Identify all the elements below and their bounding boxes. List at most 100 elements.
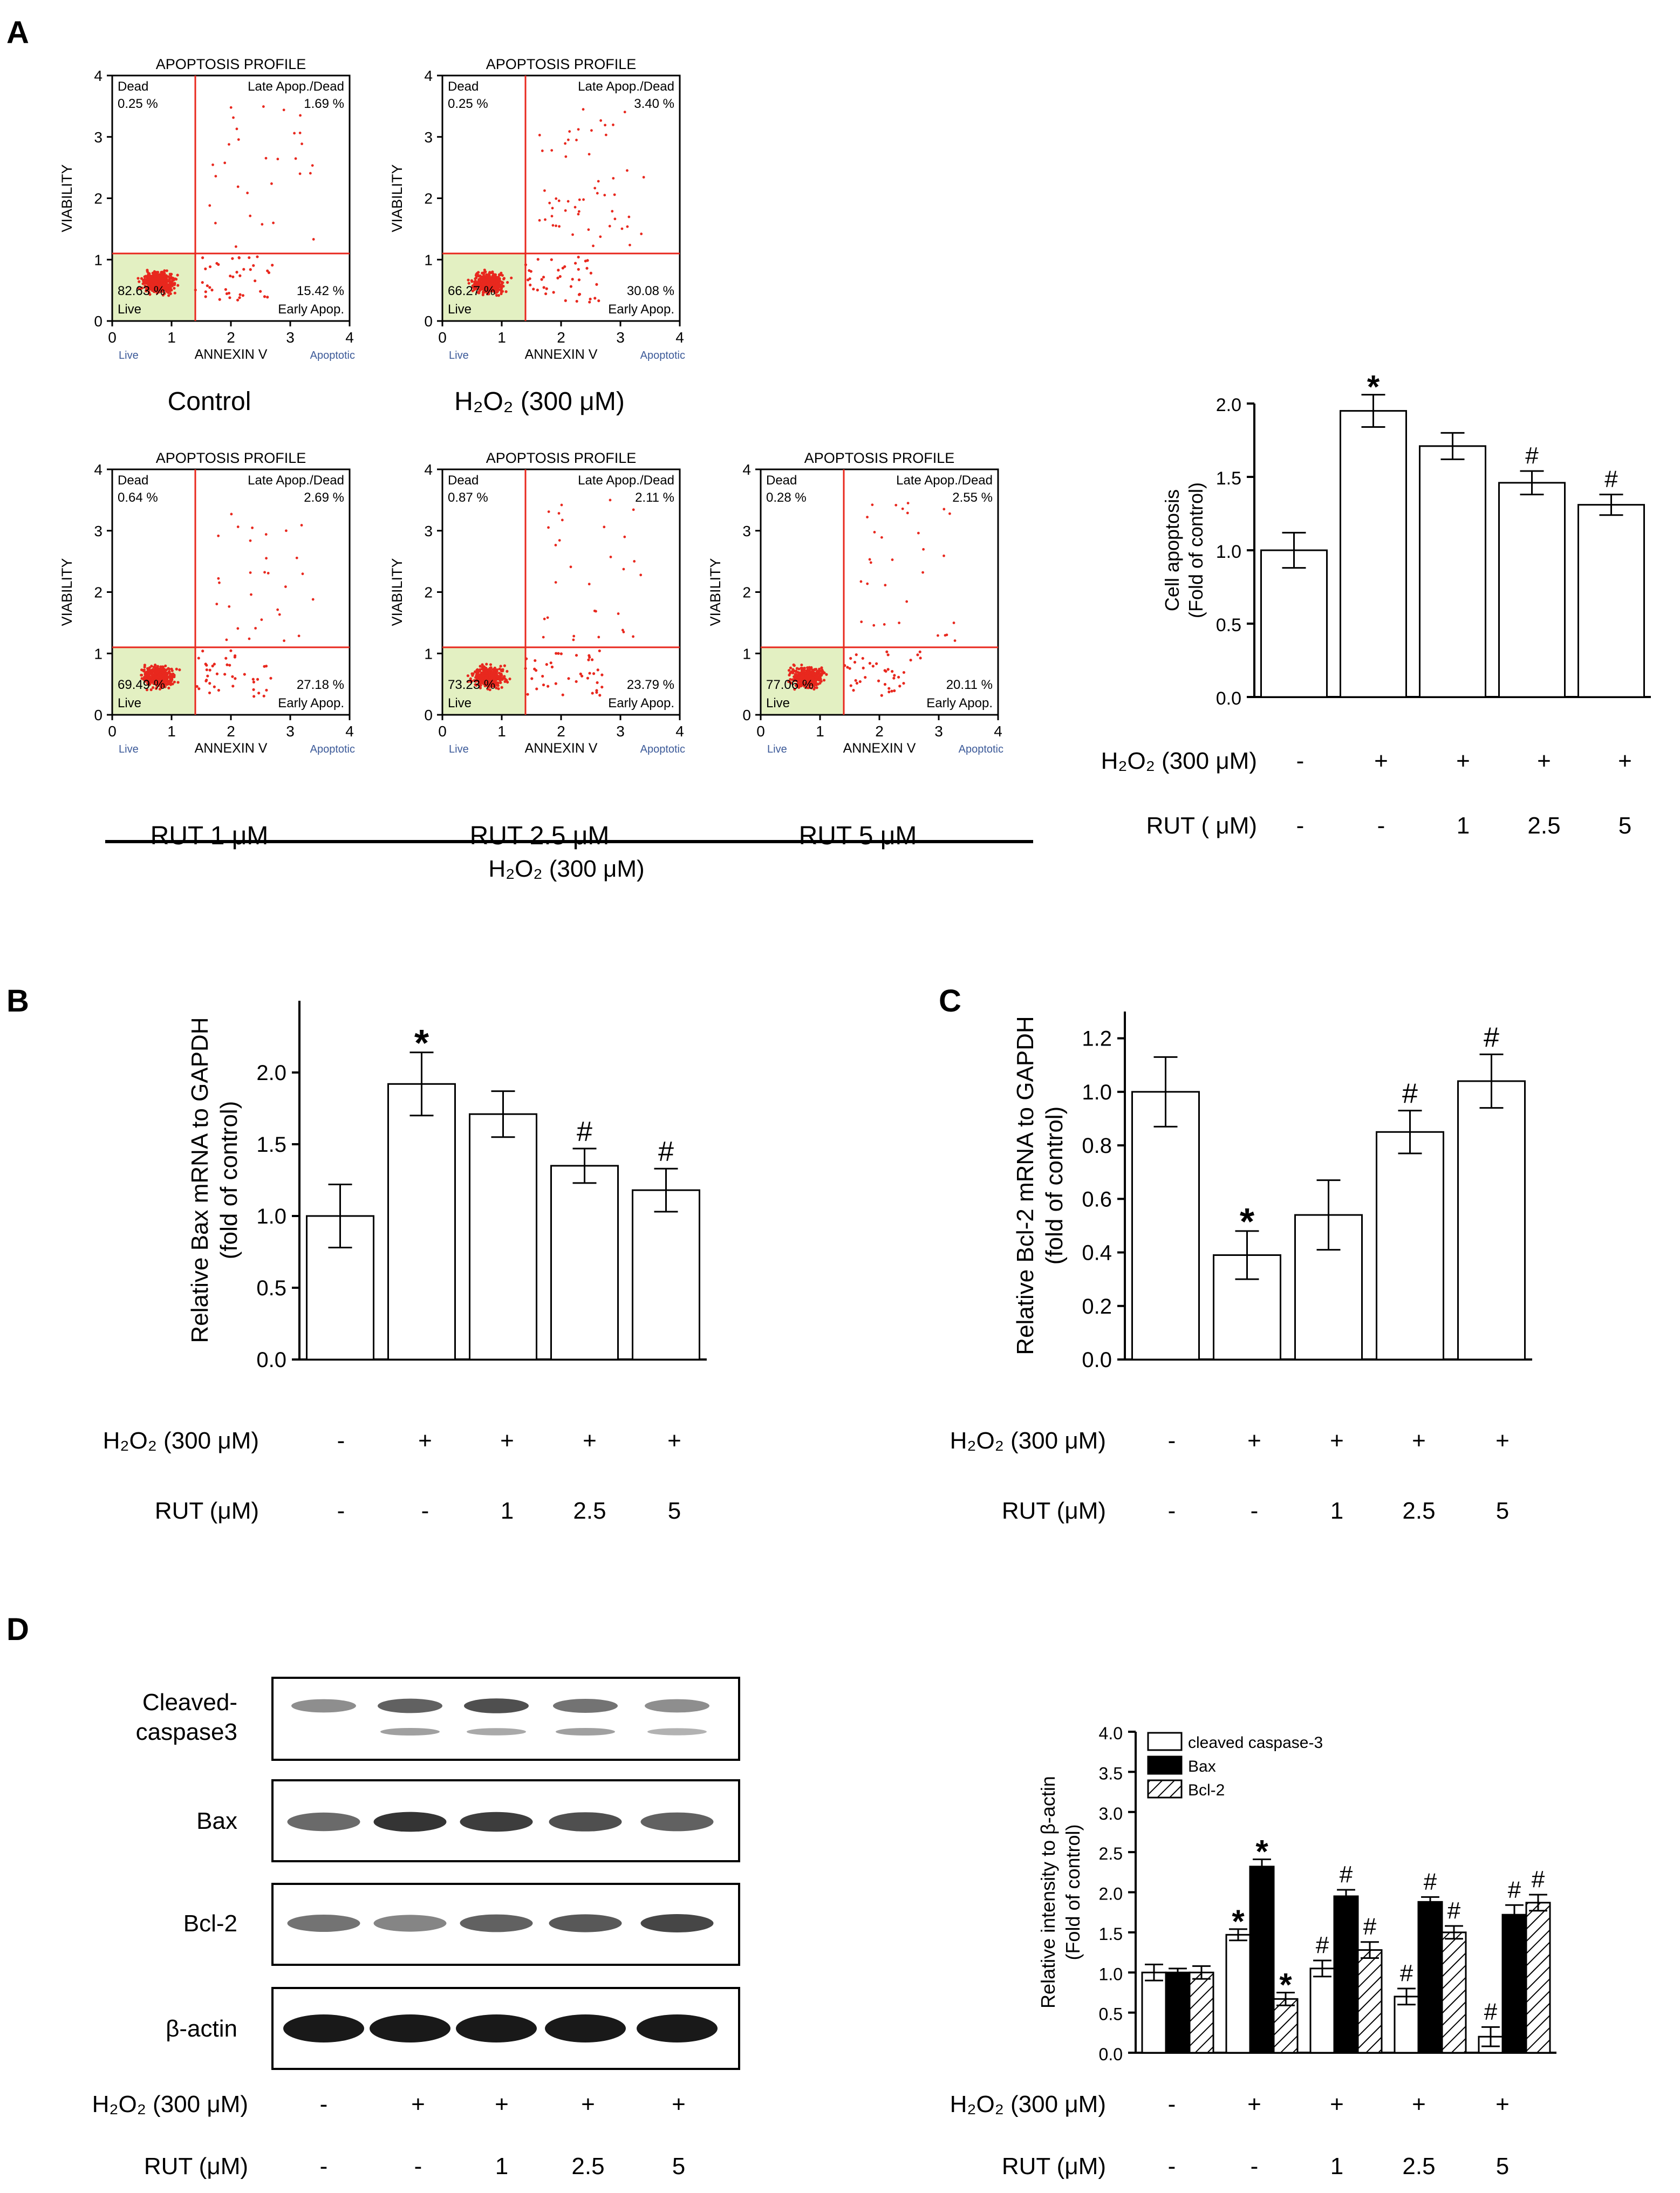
significance-star: *	[414, 1022, 429, 1064]
event-dot	[208, 204, 211, 207]
event-dot	[797, 685, 800, 688]
panel-d-blot-h2o2-value: +	[581, 2091, 595, 2117]
event-dot	[541, 674, 544, 678]
panel-a-h2o2-value: +	[1537, 748, 1551, 774]
event-dot	[226, 663, 229, 666]
y-axis-label: VIABILITY	[59, 164, 75, 232]
event-dot	[502, 277, 506, 280]
event-dot	[148, 278, 152, 281]
significance-hash: #	[1532, 1866, 1545, 1893]
y-tick-label: 1	[94, 251, 103, 268]
significance-hash: #	[1363, 1914, 1377, 1940]
event-dot	[481, 293, 484, 297]
event-dot	[167, 686, 170, 689]
panel-d-chart-h2o2-value: +	[1412, 2091, 1426, 2117]
panel-d-chart-rut-label: RUT (μM)	[1002, 2153, 1106, 2180]
event-dot	[795, 669, 798, 673]
quadrant-value-late: 2.69 %	[304, 490, 344, 505]
event-dot	[542, 286, 545, 289]
event-dot	[228, 605, 231, 608]
event-dot	[613, 217, 617, 221]
event-dot	[793, 677, 796, 680]
event-dot	[161, 293, 165, 297]
event-dot	[206, 674, 209, 678]
event-dot	[801, 680, 804, 683]
event-dot	[883, 623, 886, 626]
blot-band	[549, 1914, 622, 1932]
x-tick-label: 0	[756, 723, 765, 740]
x-axis-apoptotic-tag: Apoptotic	[310, 743, 355, 755]
event-dot	[597, 636, 600, 639]
event-dot	[573, 262, 577, 265]
event-dot	[597, 180, 600, 183]
event-dot	[480, 674, 483, 678]
event-dot	[582, 108, 585, 111]
event-dot	[547, 526, 550, 529]
event-dot	[252, 680, 255, 684]
panel-c-rut-value: -	[1168, 1498, 1176, 1524]
event-dot	[587, 228, 590, 231]
y-tick-label: 2	[742, 584, 751, 601]
event-dot	[906, 511, 909, 515]
event-dot	[485, 662, 488, 666]
event-dot	[554, 581, 557, 584]
event-dot	[136, 286, 140, 290]
event-dot	[550, 215, 554, 218]
event-dot	[153, 677, 156, 680]
event-dot	[557, 652, 560, 655]
event-dot	[504, 290, 508, 293]
blot-band	[464, 1698, 529, 1713]
event-dot	[567, 677, 570, 680]
y-tick-label: 1.0	[1216, 542, 1241, 562]
event-dot	[484, 666, 488, 670]
event-dot	[483, 680, 487, 683]
blot-band	[370, 2014, 450, 2042]
event-dot	[152, 681, 155, 685]
event-dot	[538, 134, 541, 136]
y-tick-label: 4	[424, 461, 433, 478]
x-tick-label: 1	[167, 723, 176, 740]
event-dot	[496, 282, 500, 285]
event-dot	[159, 665, 162, 668]
flow-plot-2: APOPTOSIS PROFILE Dead 0.25 % Late Apop./De…	[389, 56, 685, 416]
event-dot	[611, 210, 614, 213]
significance-hash: #	[577, 1116, 592, 1147]
event-dot	[906, 502, 910, 505]
event-dot	[632, 635, 634, 638]
event-dot	[819, 680, 823, 683]
blot-band	[283, 2014, 364, 2042]
y-tick-label: 0.0	[1082, 1348, 1112, 1372]
significance-star: *	[1240, 1200, 1255, 1242]
event-dot	[853, 660, 857, 664]
event-dot	[467, 282, 470, 285]
event-dot	[294, 157, 297, 160]
panel-label-d: D	[6, 1612, 29, 1647]
event-dot	[860, 620, 863, 624]
bar	[306, 1215, 374, 1361]
event-dot	[256, 678, 259, 681]
event-dot	[808, 684, 811, 687]
significance-hash: #	[1340, 1861, 1353, 1888]
event-dot	[471, 284, 474, 288]
event-dot	[609, 498, 612, 502]
panel-d-chart-h2o2-value: -	[1168, 2091, 1176, 2117]
event-dot	[536, 258, 539, 261]
event-dot	[582, 198, 585, 201]
significance-hash: #	[1447, 1897, 1461, 1924]
protein-intensity-chart: 0.0 0.5 1.0 1.5 2.0 2.5 3.0 3.5 4.0 Relative inte…	[1037, 1724, 1556, 2064]
significance-hash: #	[1400, 1960, 1413, 1986]
event-dot	[169, 280, 173, 283]
x-tick-label: 1	[167, 329, 176, 346]
event-dot	[617, 612, 620, 615]
event-dot	[136, 277, 140, 280]
event-dot	[237, 138, 240, 141]
panel-a-h2o2-value: +	[1374, 748, 1388, 774]
event-dot	[543, 617, 546, 620]
event-dot	[505, 679, 508, 682]
event-dot	[866, 582, 869, 585]
event-dot	[262, 105, 265, 108]
significance-hash: #	[1402, 1078, 1418, 1110]
event-dot	[902, 671, 906, 674]
event-dot	[234, 245, 237, 248]
